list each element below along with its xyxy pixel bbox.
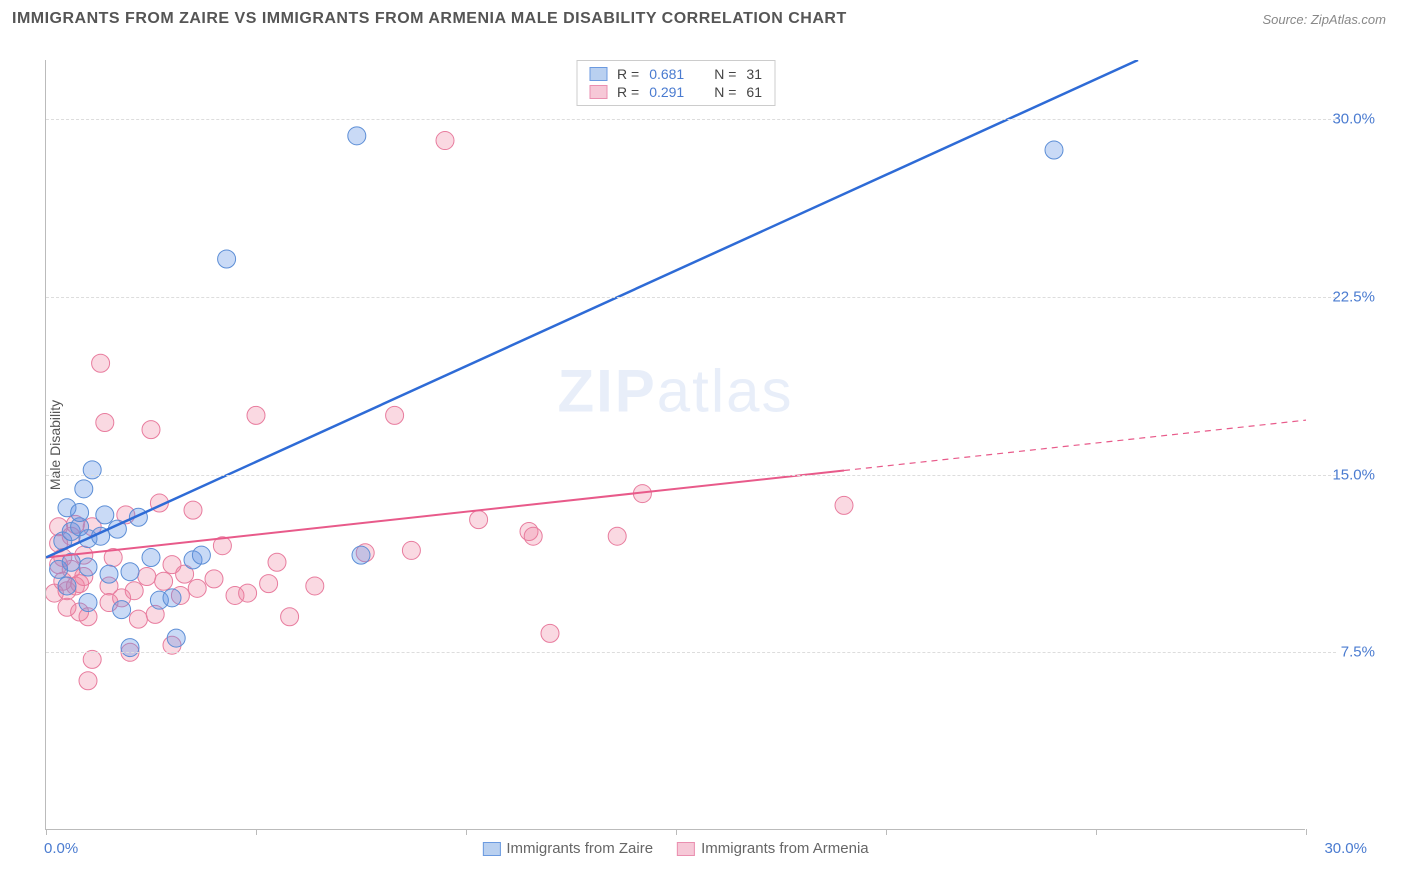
source-link[interactable]: ZipAtlas.com — [1311, 12, 1386, 27]
source-label: Source: — [1262, 12, 1310, 27]
r-label: R = — [617, 84, 639, 100]
legend-series: Immigrants from Zaire Immigrants from Ar… — [482, 840, 868, 857]
r-label: R = — [617, 66, 639, 82]
swatch-series-2 — [589, 85, 607, 99]
x-tick — [466, 829, 467, 835]
gridline — [46, 297, 1336, 298]
y-tick-label: 30.0% — [1332, 111, 1375, 128]
n-value-2: 61 — [746, 84, 762, 100]
y-tick-label: 22.5% — [1332, 288, 1375, 305]
swatch-series-1 — [589, 67, 607, 81]
r-value-2: 0.291 — [649, 84, 684, 100]
x-tick — [886, 829, 887, 835]
swatch-series-2 — [677, 842, 695, 856]
x-tick — [1306, 829, 1307, 835]
legend-item: Immigrants from Zaire — [482, 840, 653, 857]
swatch-series-1 — [482, 842, 500, 856]
n-label: N = — [714, 66, 736, 82]
legend-stats-row: R = 0.291 N = 61 — [589, 83, 762, 101]
x-axis-zero-label: 0.0% — [44, 840, 78, 857]
y-tick-label: 15.0% — [1332, 466, 1375, 483]
series-2-label: Immigrants from Armenia — [701, 840, 869, 857]
chart-svg — [46, 60, 1306, 830]
legend-stats: R = 0.681 N = 31 R = 0.291 N = 61 — [576, 60, 775, 106]
chart-container: Male Disability ZIPatlas R = 0.681 N = 3… — [45, 60, 1380, 830]
gridline — [46, 652, 1336, 653]
x-tick — [676, 829, 677, 835]
r-value-1: 0.681 — [649, 66, 684, 82]
x-axis-max-label: 30.0% — [1324, 840, 1367, 857]
x-tick — [256, 829, 257, 835]
gridline — [46, 119, 1336, 120]
n-value-1: 31 — [746, 66, 762, 82]
x-tick — [46, 829, 47, 835]
series-1-label: Immigrants from Zaire — [506, 840, 653, 857]
legend-stats-row: R = 0.681 N = 31 — [589, 65, 762, 83]
chart-title: IMMIGRANTS FROM ZAIRE VS IMMIGRANTS FROM… — [12, 10, 847, 28]
x-tick — [1096, 829, 1097, 835]
n-label: N = — [714, 84, 736, 100]
source-attribution: Source: ZipAtlas.com — [1262, 12, 1386, 27]
gridline — [46, 475, 1336, 476]
plot-area: Male Disability ZIPatlas R = 0.681 N = 3… — [45, 60, 1305, 830]
legend-item: Immigrants from Armenia — [677, 840, 869, 857]
y-tick-label: 7.5% — [1341, 644, 1375, 661]
